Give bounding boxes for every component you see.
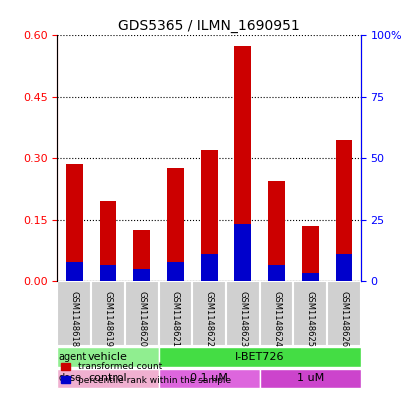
Text: GSM1148620: GSM1148620	[137, 291, 146, 347]
Bar	[166, 263, 183, 281]
Text: dose: dose	[58, 373, 81, 383]
FancyBboxPatch shape	[57, 369, 158, 388]
Text: GSM1148626: GSM1148626	[339, 291, 348, 347]
Bar	[301, 273, 318, 281]
Text: GSM1148622: GSM1148622	[204, 291, 213, 347]
Bar	[166, 168, 183, 281]
FancyBboxPatch shape	[57, 281, 91, 346]
Title: GDS5365 / ILMN_1690951: GDS5365 / ILMN_1690951	[118, 19, 299, 33]
Bar	[267, 264, 284, 281]
Bar	[335, 254, 351, 281]
Text: control: control	[88, 373, 127, 383]
Bar	[99, 201, 116, 281]
Bar	[66, 164, 83, 281]
Text: GSM1148621: GSM1148621	[171, 291, 180, 347]
Bar	[200, 254, 217, 281]
Text: 0.1 uM: 0.1 uM	[190, 373, 227, 383]
Bar	[267, 181, 284, 281]
Text: GSM1148625: GSM1148625	[305, 291, 314, 347]
FancyBboxPatch shape	[124, 281, 158, 346]
Bar	[234, 224, 251, 281]
Text: GSM1148619: GSM1148619	[103, 291, 112, 347]
FancyBboxPatch shape	[225, 281, 259, 346]
FancyBboxPatch shape	[192, 281, 225, 346]
Bar	[133, 268, 150, 281]
Bar	[335, 140, 351, 281]
Text: GSM1148624: GSM1148624	[271, 291, 280, 347]
Text: GSM1148623: GSM1148623	[238, 291, 247, 347]
FancyBboxPatch shape	[158, 347, 360, 367]
Bar	[200, 150, 217, 281]
Text: I-BET726: I-BET726	[234, 352, 284, 362]
Bar	[234, 46, 251, 281]
Bar	[99, 264, 116, 281]
FancyBboxPatch shape	[158, 369, 259, 388]
Text: agent: agent	[58, 352, 86, 362]
FancyBboxPatch shape	[259, 281, 293, 346]
FancyBboxPatch shape	[326, 281, 360, 346]
FancyBboxPatch shape	[91, 281, 124, 346]
Legend: transformed count, percentile rank within the sample: transformed count, percentile rank withi…	[58, 359, 234, 389]
Bar	[301, 226, 318, 281]
FancyBboxPatch shape	[259, 369, 360, 388]
Bar	[133, 230, 150, 281]
FancyBboxPatch shape	[158, 281, 192, 346]
Text: GSM1148618: GSM1148618	[70, 291, 79, 347]
Text: 1 uM: 1 uM	[296, 373, 323, 383]
FancyBboxPatch shape	[57, 347, 158, 367]
Text: vehicle: vehicle	[88, 352, 128, 362]
FancyBboxPatch shape	[293, 281, 326, 346]
Bar	[66, 263, 83, 281]
